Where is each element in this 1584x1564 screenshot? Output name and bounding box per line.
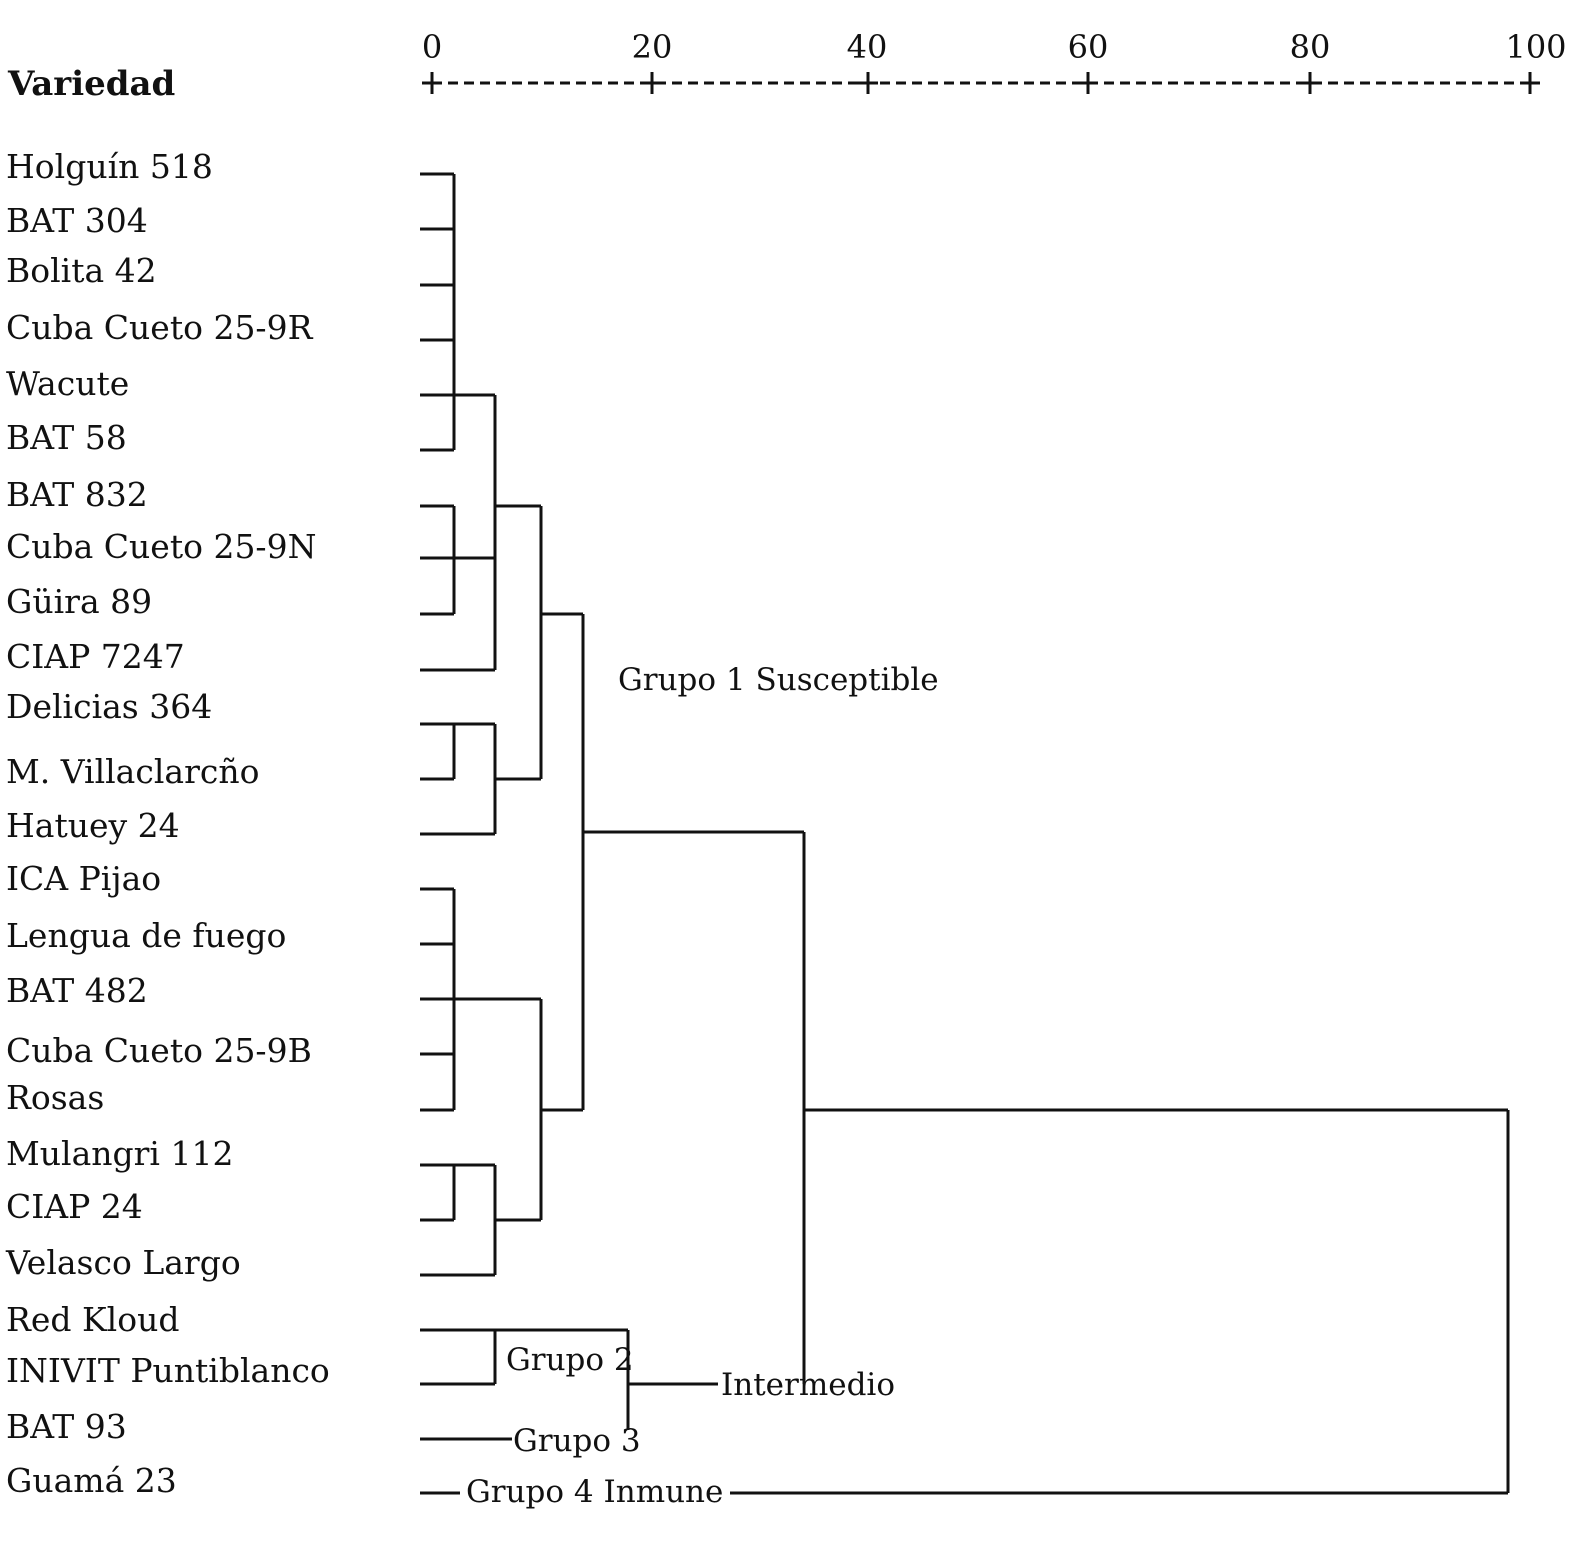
root-branch (420, 1108, 1510, 1495)
variety-label: BAT 482 (6, 971, 148, 1010)
cluster-e-branch (420, 1163, 456, 1222)
scale-tick-label: 100 (1505, 28, 1566, 66)
variety-label: Holguín 518 (6, 147, 213, 186)
variety-label: Lengua de fuego (6, 916, 286, 955)
variety-label: Cuba Cueto 25-9B (6, 1031, 312, 1070)
variety-label: Cuba Cueto 25-9R (6, 308, 314, 347)
variety-label: ICA Pijao (6, 859, 161, 898)
intermedio-branch (626, 1330, 718, 1430)
cluster-d-branch (420, 887, 456, 1112)
group-1-label: Grupo 1 Susceptible (618, 662, 939, 698)
variety-label: BAT 93 (6, 1407, 127, 1446)
variety-label: Wacute (6, 364, 129, 403)
cluster-abc-branch (495, 504, 543, 781)
variety-label: Red Kloud (6, 1300, 179, 1339)
group-2-label: Grupo 2 (506, 1342, 634, 1378)
variety-label: Delicias 364 (6, 687, 212, 726)
variety-label: BAT 304 (6, 201, 148, 240)
group-1-branch (541, 612, 585, 1112)
scale-tick-label: 60 (1068, 28, 1109, 66)
variety-column-header: Variedad (7, 64, 175, 104)
variety-label: Cuba Cueto 25-9N (6, 527, 316, 566)
susceptible-intermedio-branch (583, 830, 806, 1384)
variety-label: INIVIT Puntiblanco (6, 1351, 330, 1390)
cluster-de-branch (454, 997, 543, 1222)
scale-tick-marks (422, 72, 1540, 94)
variety-label: Rosas (6, 1078, 104, 1117)
cluster-a-branch (420, 172, 456, 452)
variety-label: BAT 58 (6, 418, 127, 457)
cluster-c-branch (420, 722, 456, 781)
intermedio-label: Intermedio (721, 1367, 895, 1403)
variety-label: Guamá 23 (6, 1461, 177, 1500)
variety-label: Mulangri 112 (6, 1134, 233, 1173)
scale-tick-label: 20 (632, 28, 673, 66)
variety-label: Velasco Largo (5, 1243, 241, 1282)
variety-label: CIAP 7247 (6, 637, 185, 676)
scale-tick-label: 40 (847, 28, 888, 66)
distance-scale: 0 20 40 60 80 100 (422, 28, 1567, 94)
scale-tick-label: 0 (422, 28, 442, 66)
variety-label: Güira 89 (6, 582, 152, 621)
group-2-branch (420, 1328, 628, 1386)
variety-label: CIAP 24 (6, 1187, 143, 1226)
dendrogram-branches (420, 172, 1510, 1495)
cluster-ab-branch (420, 393, 497, 672)
variety-label: M. Villaclarcño (6, 752, 259, 791)
variety-label: Bolita 42 (6, 251, 157, 290)
variety-label: Hatuey 24 (6, 806, 180, 845)
scale-tick-label: 80 (1290, 28, 1331, 66)
group-4-label: Grupo 4 Inmune (466, 1474, 723, 1510)
variety-labels: Holguín 518 BAT 304 Bolita 42 Cuba Cueto… (5, 147, 330, 1500)
group-3-label: Grupo 3 (513, 1423, 641, 1459)
variety-label: BAT 832 (6, 475, 148, 514)
cluster-b-branch (420, 504, 456, 616)
